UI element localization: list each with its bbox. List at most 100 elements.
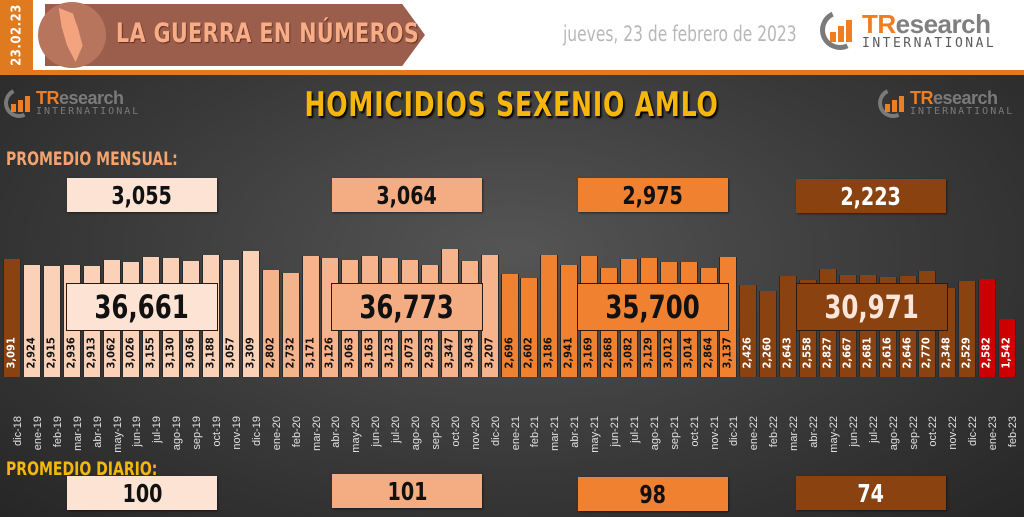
bar-value-label: 2,936	[64, 337, 78, 369]
mexico-map-icon	[38, 2, 106, 68]
bar-abr-21: 2,941	[560, 264, 579, 377]
month-label: may-19	[111, 416, 124, 453]
month-label: dic-20	[489, 416, 502, 446]
bar-value-label: 2,915	[44, 337, 58, 369]
month-label: jul-20	[390, 416, 403, 443]
bar-value-label: 2,770	[919, 337, 933, 369]
logo-sub: INTERNATIONAL	[36, 106, 141, 117]
bar-dic-20: 3,207	[480, 254, 499, 377]
bar-value-label: 3,309	[243, 337, 257, 369]
month-label: abr-19	[91, 416, 104, 448]
bar-mar-22: 2,643	[779, 276, 798, 377]
month-label: dic-18	[12, 416, 24, 446]
bar-value-label: 2,558	[800, 337, 814, 369]
annual-total-2021: 35,700	[577, 283, 729, 331]
month-label: sep-21	[668, 416, 681, 450]
month-label: feb-21	[529, 416, 542, 448]
bar-value-label: 2,827	[820, 337, 834, 369]
daily-avg-2021: 98	[578, 477, 728, 511]
bar-value-label: 3,063	[342, 337, 356, 369]
logo-watermark-right: TResearch INTERNATIONAL	[873, 83, 1015, 123]
month-label: ago-19	[171, 416, 184, 451]
month-label: dic-19	[250, 416, 263, 446]
bar-feb-22: 2,260	[759, 291, 778, 377]
bar-feb-21: 2,602	[520, 277, 539, 377]
month-label: mar-19	[71, 416, 84, 451]
logo-brand-rest: esearch	[933, 88, 998, 108]
month-label: oct-19	[211, 416, 223, 447]
date-strip-text: 23.02.23	[9, 4, 24, 66]
monthly-avg-label: PROMEDIO MENSUAL:	[6, 148, 178, 170]
bar-value-label: 3,130	[163, 337, 177, 369]
monthly-avg-2020: 3,064	[332, 178, 482, 212]
logo-mark-icon	[0, 83, 39, 123]
logo-watermark-left: TResearch INTERNATIONAL	[0, 83, 141, 123]
bar-ene-21: 2,696	[500, 274, 519, 377]
bar-value-label: 3,062	[104, 337, 117, 369]
bar-value-label: 2,643	[780, 337, 794, 369]
bar-value-label: 3,207	[482, 337, 496, 369]
bar-value-label: 2,864	[701, 337, 714, 369]
annual-total-2019: 36,661	[66, 283, 218, 331]
month-label: nov-21	[708, 416, 721, 450]
bar-feb-20: 2,732	[281, 272, 300, 377]
bar-value-label: 3,091	[4, 337, 18, 369]
month-label: abr-21	[569, 416, 582, 448]
bar-value-label: 2,529	[959, 337, 973, 369]
month-label: ago-22	[887, 416, 900, 451]
month-label: may-22	[827, 416, 840, 453]
bar-value-label: 3,137	[720, 337, 734, 369]
month-label: mar-20	[310, 416, 323, 451]
bar-value-label: 2,646	[900, 337, 913, 369]
month-label: oct-21	[688, 416, 701, 447]
bar-value-label: 3,155	[143, 337, 157, 369]
month-label: jul-21	[628, 416, 641, 443]
logo-mark-icon	[814, 4, 866, 56]
month-label: feb-22	[768, 416, 781, 448]
bar-value-label: 3,014	[681, 337, 695, 369]
month-label: mar-21	[549, 416, 562, 451]
month-label: mar-22	[788, 416, 801, 451]
date-strip: 23.02.23	[0, 0, 33, 70]
bar-ene-20: 2,802	[261, 270, 280, 377]
bar-value-label: 2,348	[939, 337, 953, 369]
month-label: sep-19	[191, 416, 204, 450]
month-label: abr-22	[808, 416, 820, 448]
bar-ene-22: 2,426	[739, 284, 758, 377]
monthly-avg-2022: 2,223	[796, 179, 946, 213]
chart-title: HOMICIDIOS SEXENIO AMLO	[304, 85, 720, 125]
bar-value-label: 3,129	[641, 337, 655, 369]
bar-value-label: 2,602	[521, 337, 535, 369]
month-label: nov-22	[947, 416, 960, 450]
month-label: nov-20	[469, 416, 482, 450]
title-banner	[45, 4, 425, 66]
bar-ene-19: 2,924	[22, 265, 41, 377]
bar-nov-19: 3,057	[221, 260, 240, 377]
month-label: jun-21	[609, 416, 621, 447]
month-label: ago-20	[410, 416, 422, 451]
bar-value-label: 2,868	[601, 337, 615, 369]
bar-value-label: 3,169	[581, 337, 595, 369]
monthly-avg-2019: 3,055	[67, 178, 217, 212]
bar-value-label: 3,043	[462, 337, 476, 369]
bar-value-label: 2,923	[422, 337, 436, 369]
month-label: jun-20	[370, 416, 383, 447]
month-label: oct-20	[449, 416, 462, 447]
bar-value-label: 3,347	[442, 337, 456, 369]
bar-value-label: 2,732	[283, 337, 297, 369]
month-label: ene-23	[987, 416, 1000, 451]
logo-mark-icon	[873, 83, 913, 123]
bar-value-label: 2,681	[860, 337, 874, 369]
month-label: nov-19	[230, 416, 243, 450]
month-label: ene-19	[31, 416, 44, 451]
bar-value-label: 3,012	[661, 337, 675, 369]
logo-sub: INTERNATIONAL	[910, 106, 1015, 117]
month-label: sep-22	[907, 416, 920, 450]
month-label: jun-22	[847, 416, 860, 447]
bar-value-label: 3,163	[362, 337, 376, 369]
banner-title: LA GUERRA EN NÚMEROS	[116, 18, 420, 49]
month-label: feb-20	[290, 416, 303, 448]
bar-dic-19: 3,309	[241, 250, 260, 377]
logo-brand-prefix: TR	[862, 8, 896, 39]
bar-feb-19: 2,915	[42, 265, 61, 377]
